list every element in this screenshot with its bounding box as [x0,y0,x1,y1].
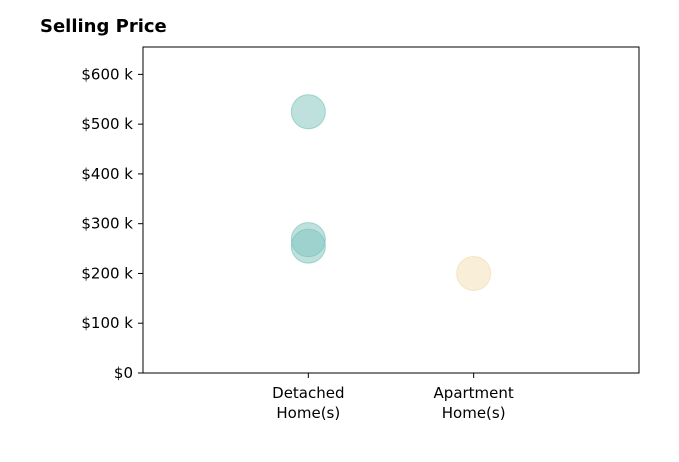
y-tick-label: $100 k [81,314,133,332]
y-tick-label: $300 k [81,215,133,233]
points-layer [290,94,492,291]
x-tick-label: Detached [272,384,344,402]
plot-frame [142,46,640,374]
scatter-point [290,94,326,130]
y-tick-label: $200 k [81,264,133,282]
y-tick-label: $400 k [81,165,133,183]
chart-title: Selling Price [40,16,167,37]
y-tick-label: $500 k [81,115,133,133]
x-tick-label: Home(s) [442,404,506,422]
x-axis: Detached Home(s) Apartment Home(s) [272,373,514,422]
y-axis: $0 $100 k $200 k $300 k $400 k $500 k $600 k [81,65,143,382]
x-tick-label: Apartment [434,384,514,402]
x-tick-label: Home(s) [276,404,340,422]
y-tick-label: $0 [114,364,133,382]
scatter-point [456,255,492,291]
scatter-point [290,228,326,264]
y-tick-label: $600 k [81,65,133,83]
